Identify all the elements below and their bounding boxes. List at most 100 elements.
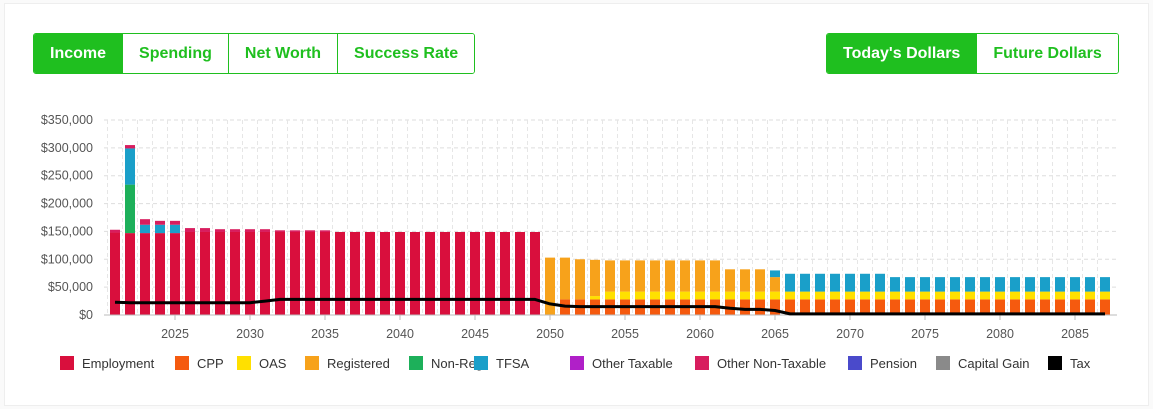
legend-swatch xyxy=(570,356,584,370)
bar-segment-employment xyxy=(395,231,405,315)
bar-segment-tfsa xyxy=(1100,277,1110,292)
bar-segment-cpp xyxy=(845,299,855,315)
bar-segment-tfsa xyxy=(1010,277,1020,292)
bar-segment-employment xyxy=(350,231,360,315)
bar-segment-non-reg xyxy=(125,184,135,234)
x-tick-label: 2030 xyxy=(236,327,264,341)
bar-segment-oas xyxy=(845,291,855,300)
legend-item: Employment xyxy=(60,356,155,371)
bar-segment-registered xyxy=(680,260,690,292)
bar-segment-oas xyxy=(1070,291,1080,300)
legend-swatch xyxy=(237,356,251,370)
bar-segment-oas xyxy=(830,291,840,300)
bar-segment-other-non-taxable xyxy=(305,230,315,232)
x-tick-label: 2085 xyxy=(1061,327,1089,341)
bar-segment-oas xyxy=(905,291,915,300)
tab-income[interactable]: Income xyxy=(34,34,123,73)
bar-segment-registered xyxy=(575,259,585,300)
bar-segment-cpp xyxy=(815,299,825,315)
tab-future-dollars[interactable]: Future Dollars xyxy=(976,34,1118,73)
bar-segment-registered xyxy=(740,269,750,292)
bar-segment-cpp xyxy=(980,299,990,315)
y-tick-label: $250,000 xyxy=(41,169,93,183)
x-tick-label: 2055 xyxy=(611,327,639,341)
x-tick-label: 2040 xyxy=(386,327,414,341)
y-tick-label: $200,000 xyxy=(41,197,93,211)
tab-net-worth[interactable]: Net Worth xyxy=(227,34,338,73)
bar-segment-employment xyxy=(260,231,270,315)
bar-segment-other-non-taxable xyxy=(170,220,180,225)
bar-segment-tfsa xyxy=(860,273,870,292)
tab-todays-dollars[interactable]: Today's Dollars xyxy=(827,34,977,73)
bar-segment-cpp xyxy=(935,299,945,315)
bar-segment-oas xyxy=(890,291,900,300)
bar-segment-employment xyxy=(230,231,240,315)
tab-spending[interactable]: Spending xyxy=(122,34,228,73)
bar-segment-employment xyxy=(470,231,480,315)
bar-segment-cpp xyxy=(965,299,975,315)
legend-item: TFSA xyxy=(474,356,530,371)
bar-segment-tfsa xyxy=(980,277,990,292)
bar-segment-registered xyxy=(560,257,570,300)
bar-segment-employment xyxy=(410,231,420,315)
bar-segment-tfsa xyxy=(950,277,960,292)
bar-segment-oas xyxy=(1055,291,1065,300)
bar-segment-tfsa xyxy=(965,277,975,292)
legend-swatch xyxy=(848,356,862,370)
legend-item: Other Taxable xyxy=(570,356,673,371)
bar-segment-tfsa xyxy=(1040,277,1050,292)
legend-label: Pension xyxy=(870,356,917,371)
bar-segment-tfsa xyxy=(170,224,180,234)
legend-item: Non-Reg xyxy=(409,356,483,371)
x-tick-label: 2025 xyxy=(161,327,189,341)
bar-segment-other-non-taxable xyxy=(290,230,300,232)
bar-segment-employment xyxy=(515,231,525,315)
bar-segment-registered xyxy=(635,260,645,292)
bar-segment-employment xyxy=(320,231,330,315)
bar-segment-cpp xyxy=(890,299,900,315)
bar-segment-tfsa xyxy=(1070,277,1080,292)
bar-segment-registered xyxy=(620,260,630,292)
bar-segment-tfsa xyxy=(1085,277,1095,292)
bar-segment-cpp xyxy=(740,299,750,315)
bar-segment-employment xyxy=(200,231,210,315)
bar-segment-other-non-taxable xyxy=(200,228,210,232)
x-tick-label: 2075 xyxy=(911,327,939,341)
bar-segment-oas xyxy=(605,291,615,300)
bar-segment-oas xyxy=(950,291,960,300)
legend-swatch xyxy=(936,356,950,370)
bar-segment-tfsa xyxy=(905,277,915,292)
bar-segment-employment xyxy=(290,231,300,315)
bar-segment-employment xyxy=(380,231,390,315)
bar-segment-cpp xyxy=(1085,299,1095,315)
legend-label: Registered xyxy=(327,356,390,371)
y-tick-label: $0 xyxy=(79,308,93,322)
bar-segment-other-non-taxable xyxy=(320,230,330,232)
bar-segment-oas xyxy=(995,291,1005,300)
bar-segment-cpp xyxy=(875,299,885,315)
y-tick-label: $100,000 xyxy=(41,252,93,266)
bar-segment-other-non-taxable xyxy=(110,229,120,233)
bar-segment-oas xyxy=(590,296,600,300)
tab-success-rate[interactable]: Success Rate xyxy=(337,34,475,73)
bar-segment-employment xyxy=(530,231,540,315)
bar-segment-tfsa xyxy=(155,224,165,234)
bar-segment-oas xyxy=(815,291,825,300)
x-tick-label: 2035 xyxy=(311,327,339,341)
bar-segment-tfsa xyxy=(890,277,900,292)
bar-segment-employment xyxy=(440,231,450,315)
bar-segment-cpp xyxy=(770,299,780,315)
bar-segment-cpp xyxy=(755,299,765,315)
bar-segment-registered xyxy=(650,260,660,292)
bar-segment-oas xyxy=(710,291,720,300)
tax-line xyxy=(114,297,1105,316)
bar-segment-oas xyxy=(1040,291,1050,300)
bar-segment-oas xyxy=(1085,291,1095,300)
x-tick-label: 2065 xyxy=(761,327,789,341)
legend-swatch xyxy=(175,356,189,370)
y-tick-label: $50,000 xyxy=(48,280,93,294)
bar-segment-tfsa xyxy=(830,273,840,292)
bar-segment-employment xyxy=(185,231,195,315)
bar-segment-oas xyxy=(755,291,765,300)
legend-label: Tax xyxy=(1070,356,1091,371)
